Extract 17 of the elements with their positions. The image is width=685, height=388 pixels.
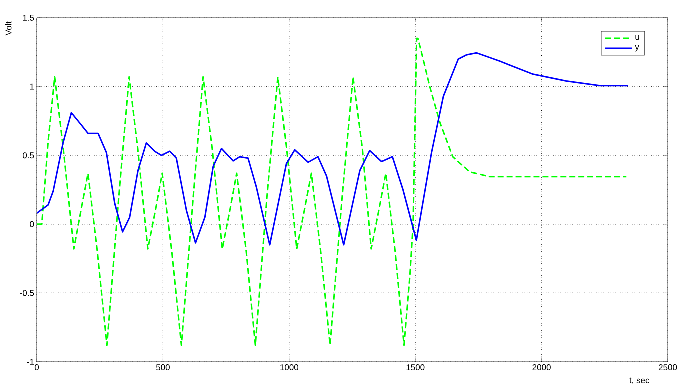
line-series [37, 52, 630, 246]
x-tick-label: 2000 [532, 364, 551, 371]
y-tick-label: 0.5 [22, 152, 34, 159]
y-tick-label: -1 [27, 359, 34, 365]
y-tick-label: 1.5 [23, 15, 34, 21]
x-axis-title: t, sec [630, 378, 650, 384]
x-tick-label: 0 [34, 364, 40, 371]
x-tick-label: 1500 [406, 364, 425, 371]
y-axis-title: Volt [5, 22, 12, 36]
x-tick-label: 2500 [658, 364, 678, 371]
legend-label: y [635, 45, 640, 52]
y-tick-label: -0.5 [20, 290, 34, 296]
legend-label: u [636, 36, 640, 40]
x-tick-label: 500 [156, 364, 170, 371]
x-tick-label: 1000 [280, 364, 299, 371]
y-tick-label: 1 [30, 84, 34, 90]
y-tick-label: 0 [30, 221, 34, 228]
